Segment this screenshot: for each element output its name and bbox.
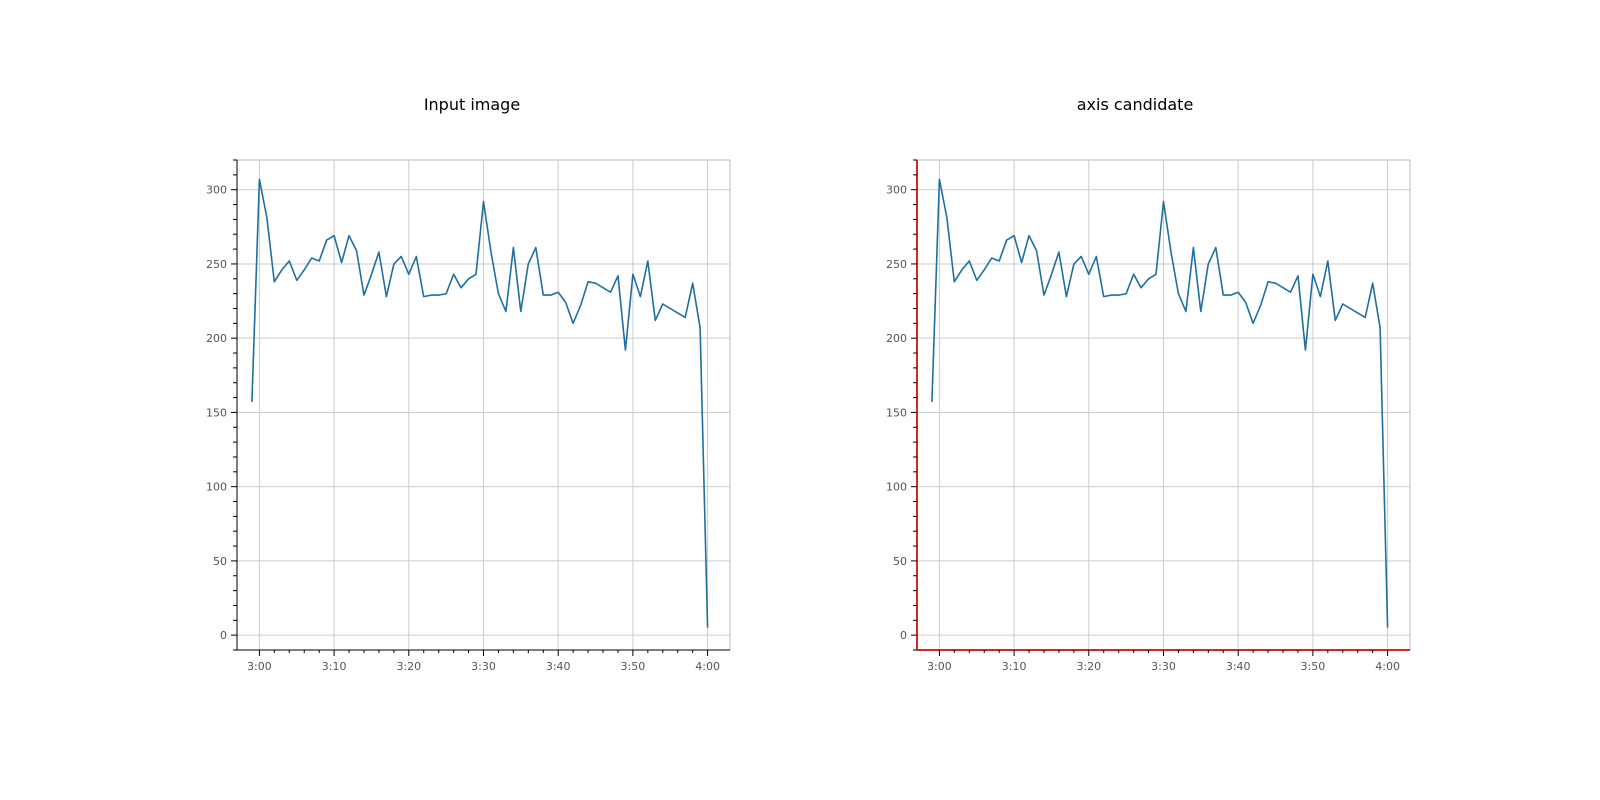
y-tick-label: 100 [206, 481, 227, 494]
x-tick-label: 3:50 [621, 660, 646, 673]
series-line [931, 178, 1389, 628]
y-tick-label: 0 [220, 629, 227, 642]
y-tick-label: 300 [206, 184, 227, 197]
x-tick-label: 3:00 [927, 660, 952, 673]
y-tick-label: 150 [206, 406, 227, 419]
x-tick-label: 3:00 [247, 660, 272, 673]
panel-title-input: Input image [423, 95, 521, 114]
x-tick-label: 3:30 [471, 660, 496, 673]
x-tick-label: 3:30 [1151, 660, 1176, 673]
y-tick-label: 0 [900, 629, 907, 642]
y-tick-label: 50 [893, 555, 907, 568]
y-tick-label: 100 [886, 481, 907, 494]
x-tick-label: 4:00 [695, 660, 720, 673]
y-tick-label: 150 [886, 406, 907, 419]
x-tick-label: 3:10 [322, 660, 347, 673]
x-tick-label: 3:10 [1002, 660, 1027, 673]
x-tick-label: 3:50 [1301, 660, 1326, 673]
x-tick-label: 4:00 [1375, 660, 1400, 673]
y-tick-label: 250 [206, 258, 227, 271]
x-tick-label: 3:20 [1076, 660, 1101, 673]
y-tick-label: 300 [886, 184, 907, 197]
x-tick-label: 3:20 [396, 660, 421, 673]
y-tick-label: 50 [213, 555, 227, 568]
panel-title-axis-candidate: axis candidate [1076, 95, 1194, 114]
y-tick-label: 200 [886, 332, 907, 345]
y-tick-label: 250 [886, 258, 907, 271]
x-tick-label: 3:40 [1226, 660, 1251, 673]
series-line [251, 178, 709, 628]
x-tick-label: 3:40 [546, 660, 571, 673]
y-tick-label: 200 [206, 332, 227, 345]
